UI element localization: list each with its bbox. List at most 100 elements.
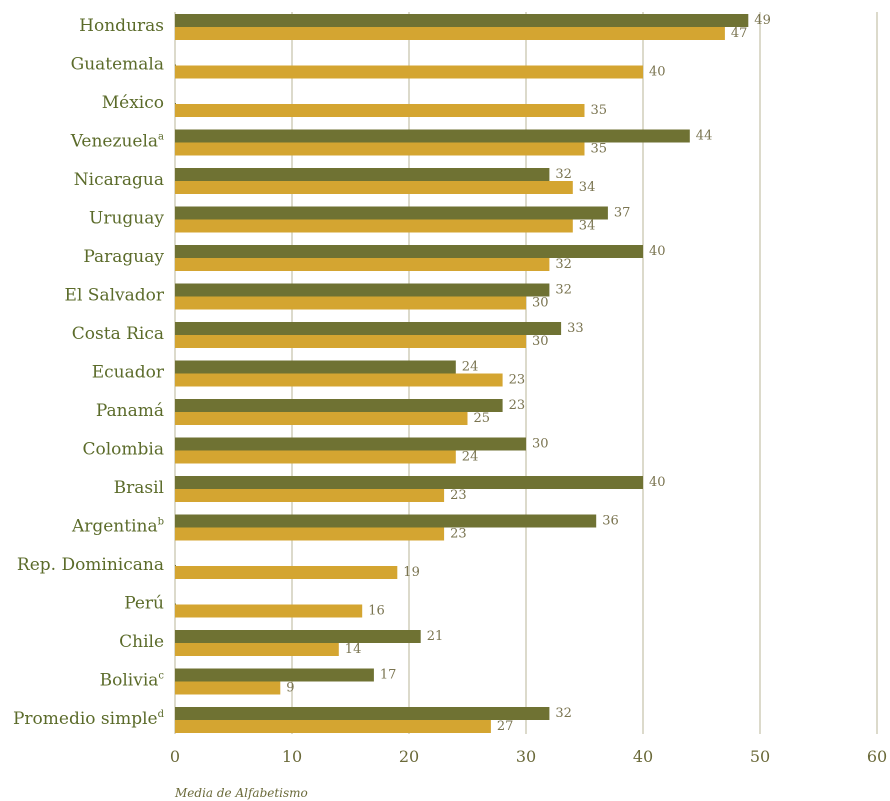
value-labels: 49 47 40 35 44 35 32 34 37 34 40 32 32 30 33 30 24 23 23 25…: [286, 13, 771, 734]
x-tick-label: 50: [750, 747, 770, 766]
bar-series2: [175, 412, 468, 425]
value-label: 23: [509, 373, 526, 388]
value-label: 34: [579, 180, 596, 195]
bar-series2: [175, 681, 281, 695]
bar-series1: [175, 476, 643, 489]
value-label: 40: [649, 475, 666, 490]
value-label: 17: [380, 668, 397, 683]
bar-series2: [175, 258, 550, 271]
category-label: Honduras: [79, 16, 164, 36]
bar-series1: [175, 206, 608, 220]
footnote-marker: b: [158, 517, 164, 528]
value-label: 30: [532, 334, 549, 349]
category-label: Chile: [119, 632, 164, 652]
value-label: 21: [427, 629, 444, 644]
value-label: 32: [555, 706, 572, 721]
value-label: 30: [532, 296, 549, 311]
bar-series2: [175, 720, 491, 733]
x-tick-label: 10: [282, 747, 302, 766]
footnote-marker: d: [158, 709, 165, 720]
x-tick-label: 30: [516, 747, 536, 766]
bar-series1: [175, 322, 562, 335]
category-label: Brasil: [114, 478, 164, 498]
category-label: Promedio simpled: [13, 709, 165, 729]
category-label: Colombia: [83, 440, 165, 460]
category-label: Argentinab: [71, 517, 164, 537]
bar-series2: [175, 27, 725, 40]
value-label: 14: [345, 642, 362, 657]
value-label: 32: [555, 257, 572, 272]
category-label: Paraguay: [83, 247, 164, 267]
category-label: Costa Rica: [72, 324, 164, 344]
bar-series2: [175, 604, 363, 618]
category-label: Perú: [124, 594, 164, 614]
bar-stub: [175, 103, 176, 104]
bar-series1: [175, 668, 374, 682]
bar-series2: [175, 489, 445, 502]
bar-series1: [175, 630, 421, 643]
bar-series2: [175, 527, 445, 541]
value-label: 32: [555, 167, 572, 182]
bar-series1: [175, 168, 550, 181]
value-label: 30: [532, 437, 549, 452]
bar-series2: [175, 219, 573, 233]
value-label: 24: [462, 360, 479, 375]
bar-series2: [175, 450, 456, 464]
bar-series2: [175, 335, 526, 348]
bar-stub: [175, 565, 176, 566]
bar-series2: [175, 142, 585, 156]
footnote-marker: a: [158, 132, 164, 143]
value-label: 9: [286, 681, 294, 696]
bar-series1: [175, 129, 690, 143]
category-label: Venezuelaa: [70, 132, 164, 152]
bar-series2: [175, 181, 573, 194]
category-label: Ecuador: [92, 363, 165, 383]
value-label: 49: [754, 13, 771, 28]
value-label: 37: [614, 206, 631, 221]
value-label: 23: [509, 398, 526, 413]
category-labels: Honduras Guatemala México Venezuelaa Nicarag…: [13, 16, 165, 729]
value-label: 40: [649, 65, 666, 80]
category-label: Nicaragua: [74, 170, 164, 190]
bar-series2: [175, 373, 503, 387]
value-label: 33: [567, 321, 584, 336]
x-axis-ticks: 0 10 20 30 40 50 60: [170, 747, 887, 766]
category-label: Guatemala: [71, 55, 164, 75]
category-label: Uruguay: [89, 209, 164, 229]
value-label: 16: [368, 604, 385, 619]
category-label: Rep. Dominicana: [17, 555, 164, 575]
value-label: 44: [696, 129, 713, 144]
bar-series1: [175, 437, 526, 451]
value-label: 23: [450, 527, 467, 542]
footnote-marker: c: [158, 671, 164, 682]
bars: [175, 14, 749, 733]
bar-series1: [175, 14, 749, 27]
bar-series1: [175, 399, 503, 412]
x-tick-label: 40: [633, 747, 653, 766]
bar-stub: [175, 64, 176, 66]
value-label: 23: [450, 488, 467, 503]
x-tick-label: 20: [399, 747, 419, 766]
category-label: Boliviac: [100, 671, 165, 691]
bar-series2: [175, 643, 339, 656]
value-label: 35: [591, 103, 608, 118]
value-label: 19: [403, 565, 420, 580]
value-label: 35: [591, 142, 608, 157]
bar-series2: [175, 296, 526, 310]
value-label: 32: [555, 283, 572, 298]
bar-series2: [175, 65, 643, 79]
value-label: 40: [649, 244, 666, 259]
value-label: 47: [731, 26, 748, 41]
bar-series1: [175, 245, 643, 258]
value-label: 36: [602, 514, 619, 529]
category-label: Panamá: [96, 401, 164, 421]
category-label: El Salvador: [65, 286, 165, 306]
value-label: 34: [579, 219, 596, 234]
value-label: 24: [462, 450, 479, 465]
value-label: 27: [497, 719, 514, 734]
category-label: México: [102, 93, 164, 113]
bar-series1: [175, 707, 550, 720]
bar-series2: [175, 566, 398, 579]
bar-series1: [175, 514, 597, 528]
